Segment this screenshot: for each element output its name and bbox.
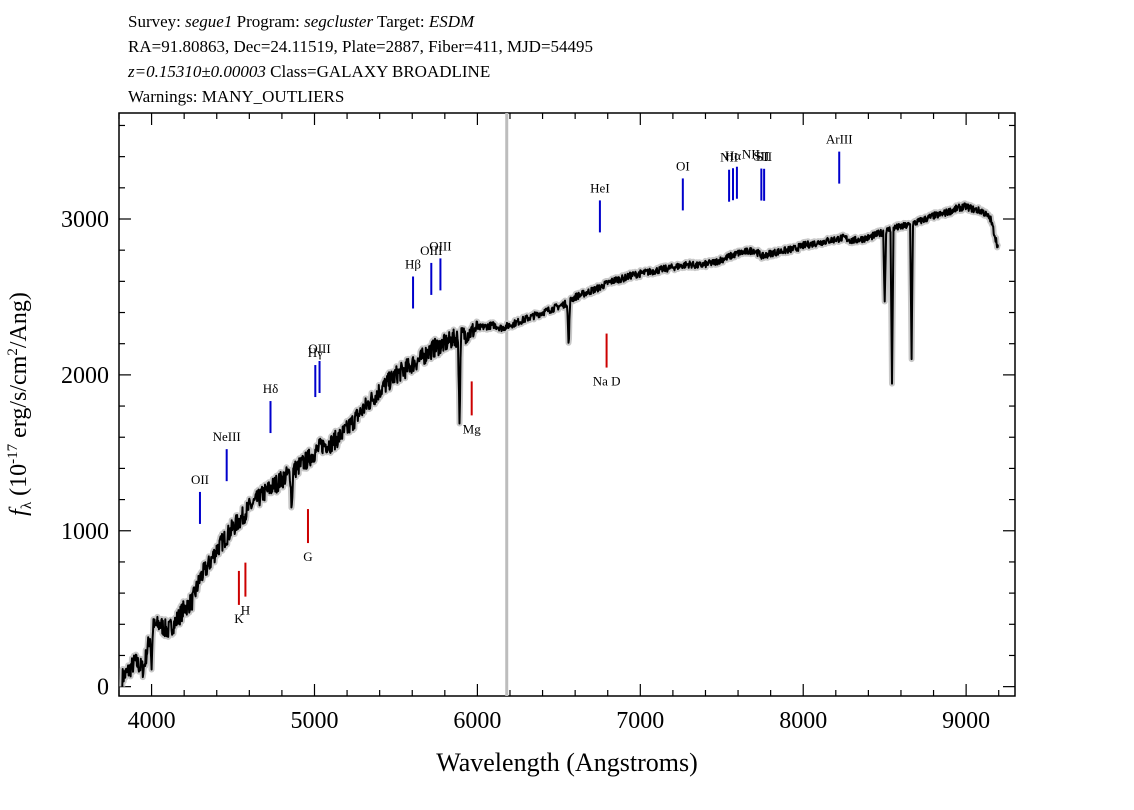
- x-tick-labels: 4000 5000 6000 7000 8000 9000: [128, 708, 991, 734]
- plot-frame: [118, 112, 1016, 697]
- y-axis-label: fλ (10-17 erg/s/cm2/Ang): [5, 292, 35, 516]
- emission-line-label: Hα: [725, 148, 741, 163]
- emission-line-label: NII: [720, 150, 738, 165]
- emission-line-label: Hβ: [405, 257, 421, 272]
- emission-line-label: SII: [756, 149, 772, 164]
- emission-line-label: OII: [191, 472, 209, 487]
- emission-line-label: SII: [753, 149, 769, 164]
- redshift-value: z=0.15310±0.00003: [128, 62, 266, 81]
- emission-line-label: OI: [676, 158, 690, 173]
- absorption-line-label: Na D: [593, 374, 621, 389]
- emission-line-label: Hδ: [263, 381, 279, 396]
- y-tick-label: 3000: [61, 207, 109, 233]
- x-tick-label: 4000: [128, 708, 176, 734]
- x-tick-label: 7000: [616, 708, 664, 734]
- survey-label: Survey:: [128, 12, 181, 31]
- y-tick-label: 2000: [61, 363, 109, 389]
- program-label: Program:: [236, 12, 300, 31]
- emission-line-label: OIII: [308, 341, 330, 356]
- header-line-redshift: z=0.15310±0.00003 Class=GALAXY BROADLINE: [128, 62, 490, 82]
- target-value: ESDM: [428, 12, 475, 31]
- absorption-line-label: H: [241, 603, 250, 618]
- x-axis-label: Wavelength (Angstroms): [436, 748, 697, 777]
- emission-line-label: NeIII: [213, 429, 241, 444]
- absorption-line-label: K: [234, 611, 244, 626]
- x-tick-label: 9000: [942, 708, 990, 734]
- header-line-coords: RA=91.80863, Dec=24.11519, Plate=2887, F…: [128, 37, 594, 56]
- emission-line-label: Hγ: [308, 345, 323, 360]
- axis-ticks: [118, 113, 1015, 696]
- survey-value: segue1: [185, 12, 233, 31]
- emission-line-label: HeI: [590, 180, 610, 195]
- header-line-warnings: Warnings: MANY_OUTLIERS: [128, 87, 345, 106]
- absorption-line-label: Mg: [463, 421, 482, 436]
- target-label: Target:: [377, 12, 425, 31]
- absorption-line-label: G: [303, 549, 312, 564]
- absorption-line-markers: KH G Mg Na D: [234, 333, 621, 626]
- emission-line-label: OIII: [420, 243, 442, 258]
- header-line-survey: Survey: segue1 Program: segcluster Targe…: [128, 12, 474, 32]
- spectrum-error-band: [119, 200, 1002, 687]
- emission-line-label: OIII: [429, 238, 451, 253]
- x-tick-label: 5000: [290, 708, 338, 734]
- x-tick-label: 6000: [453, 708, 501, 734]
- y-tick-labels: 0 1000 2000 3000: [61, 207, 109, 701]
- spectrum-line: [121, 202, 1000, 687]
- program-value: segcluster: [304, 12, 374, 31]
- emission-line-label: ArIII: [826, 132, 853, 147]
- svg-text:fλ (10-17 erg/s/cm2/Ang): fλ (10-17 erg/s/cm2/Ang): [5, 292, 35, 516]
- x-tick-label: 8000: [779, 708, 827, 734]
- y-tick-label: 1000: [61, 519, 109, 545]
- emission-line-label: NII: [742, 147, 760, 162]
- class-value: Class=GALAXY BROADLINE: [270, 62, 491, 81]
- y-tick-label: 0: [97, 675, 109, 701]
